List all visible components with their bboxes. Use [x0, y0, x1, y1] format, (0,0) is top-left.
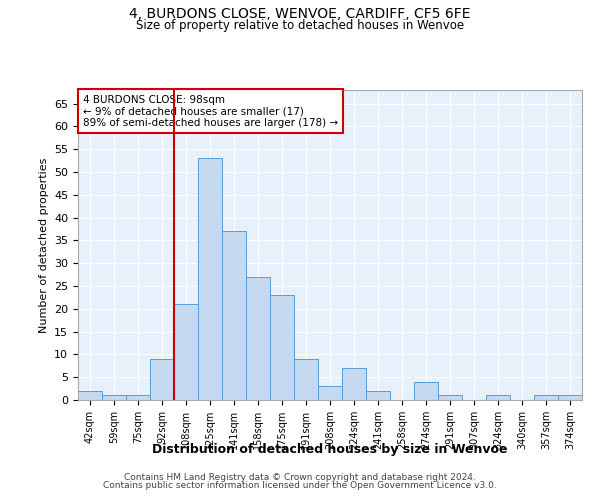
Bar — [342, 368, 366, 400]
Bar — [294, 359, 318, 400]
Bar — [270, 295, 294, 400]
Text: 4 BURDONS CLOSE: 98sqm
← 9% of detached houses are smaller (17)
89% of semi-deta: 4 BURDONS CLOSE: 98sqm ← 9% of detached … — [83, 94, 338, 128]
Bar — [534, 396, 558, 400]
Text: Contains public sector information licensed under the Open Government Licence v3: Contains public sector information licen… — [103, 481, 497, 490]
Y-axis label: Number of detached properties: Number of detached properties — [38, 158, 49, 332]
Bar — [174, 304, 198, 400]
Text: 4, BURDONS CLOSE, WENVOE, CARDIFF, CF5 6FE: 4, BURDONS CLOSE, WENVOE, CARDIFF, CF5 6… — [129, 8, 471, 22]
Bar — [318, 386, 342, 400]
Bar — [198, 158, 222, 400]
Bar — [78, 391, 102, 400]
Bar — [222, 232, 246, 400]
Bar — [102, 396, 126, 400]
Bar — [414, 382, 438, 400]
Bar — [486, 396, 510, 400]
Bar — [558, 396, 582, 400]
Bar — [126, 396, 150, 400]
Bar — [438, 396, 462, 400]
Bar — [246, 277, 270, 400]
Text: Contains HM Land Registry data © Crown copyright and database right 2024.: Contains HM Land Registry data © Crown c… — [124, 472, 476, 482]
Bar — [150, 359, 174, 400]
Text: Distribution of detached houses by size in Wenvoe: Distribution of detached houses by size … — [152, 442, 508, 456]
Bar — [366, 391, 390, 400]
Text: Size of property relative to detached houses in Wenvoe: Size of property relative to detached ho… — [136, 19, 464, 32]
